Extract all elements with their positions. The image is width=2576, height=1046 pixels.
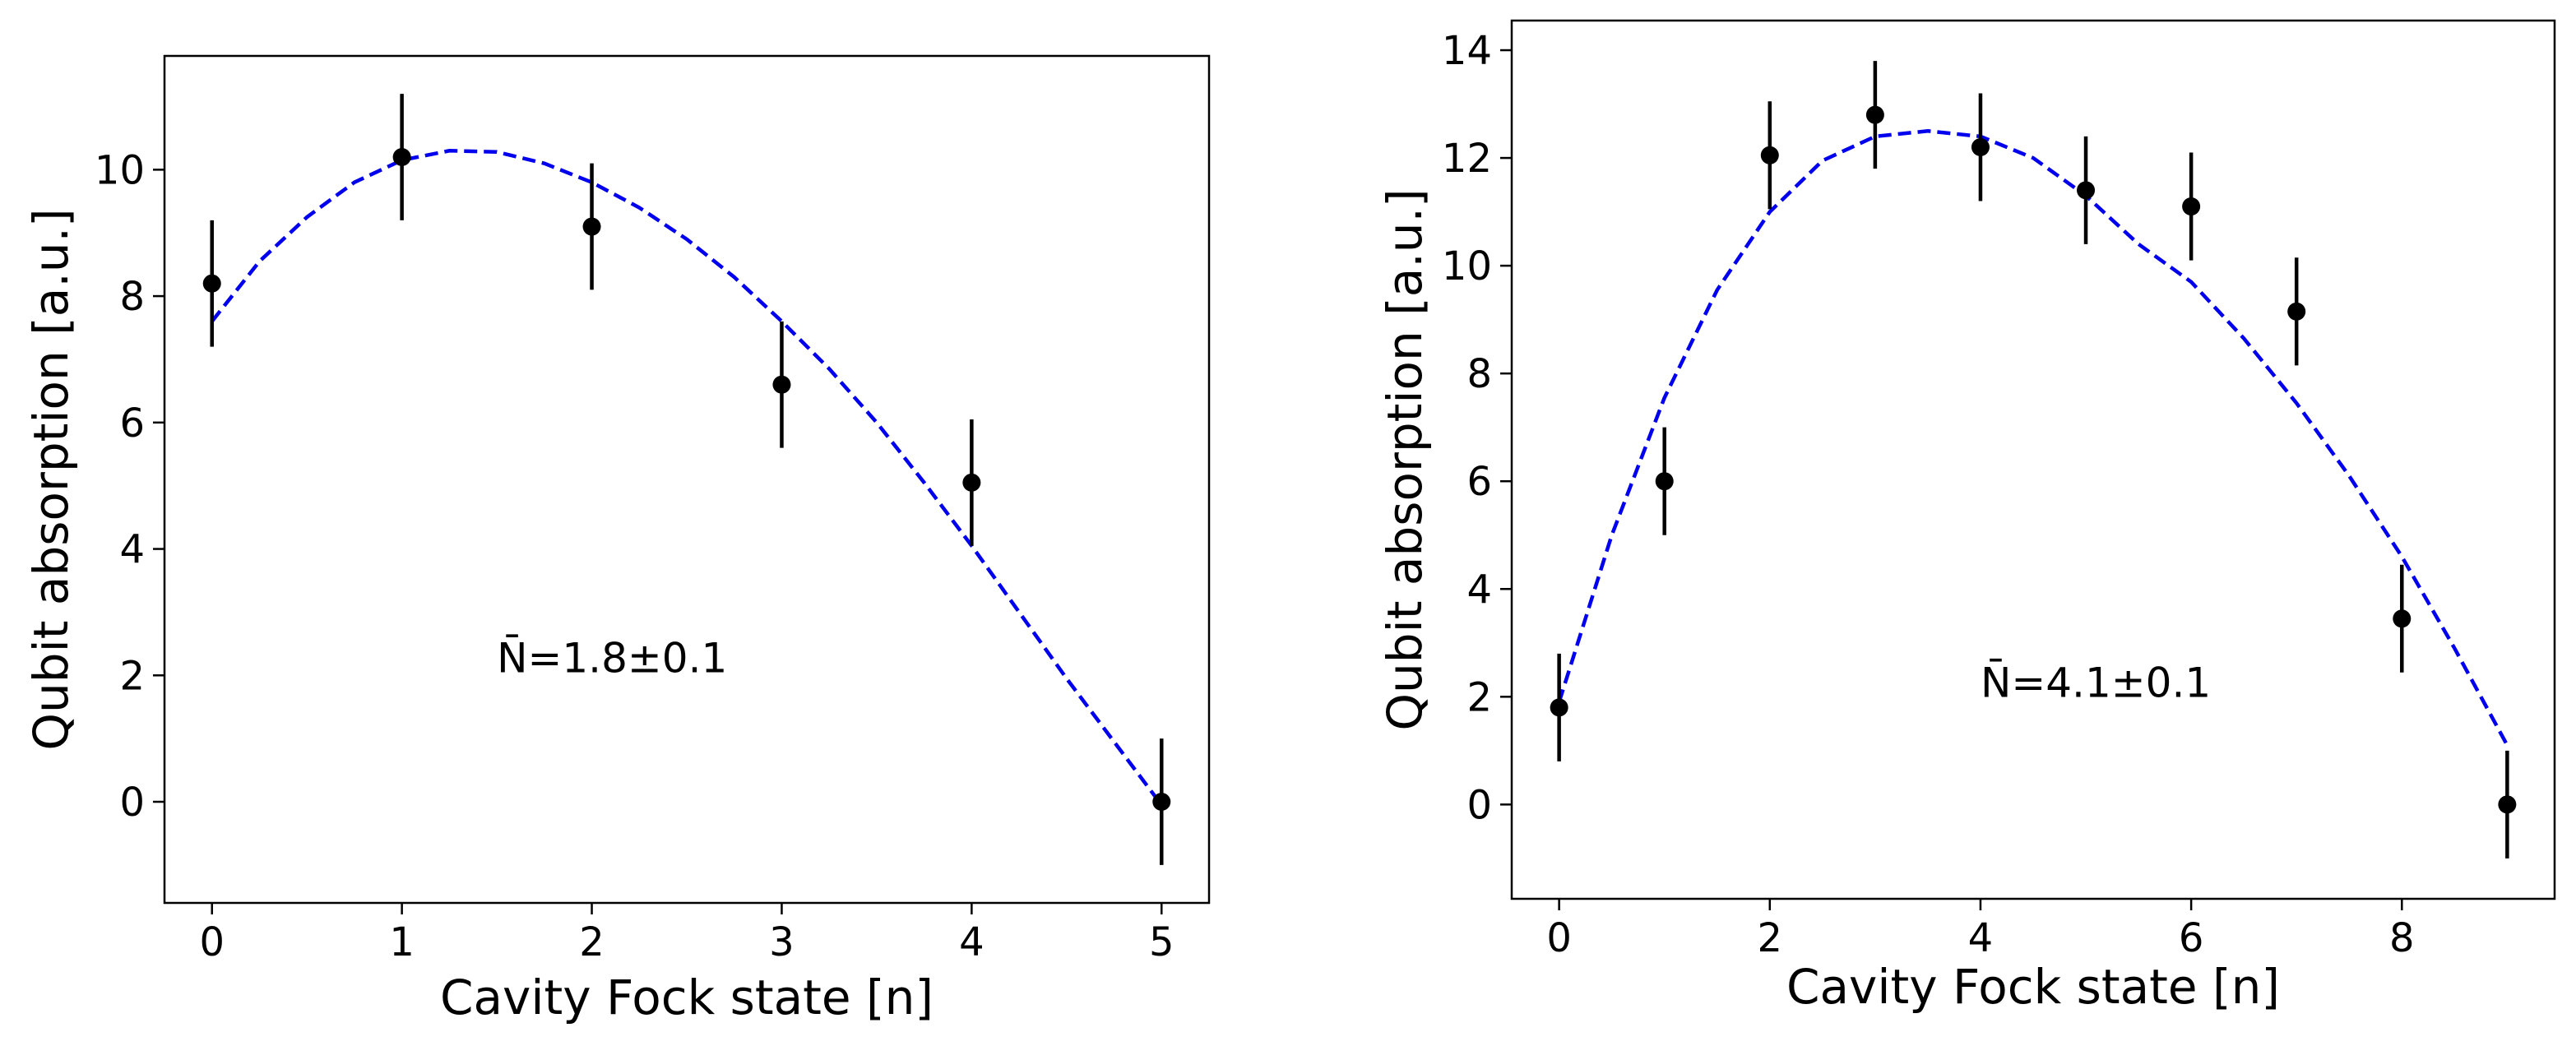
left-x-tick-label: 4 (959, 919, 985, 965)
left-data-point (582, 217, 601, 236)
left-y-axis-title: Qubit absorption [a.u.] (23, 208, 79, 750)
right-data-point (1760, 146, 1779, 164)
right-x-axis-title: Cavity Fock state [n] (1786, 959, 2280, 1015)
left-y-ticks: 0 2 4 6 8 10 (95, 147, 164, 826)
right-y-ticks: 0 2 4 6 8 10 12 14 (1442, 28, 1512, 828)
right-data-points-group (1550, 61, 2517, 859)
left-y-tick-label: 8 (119, 274, 145, 320)
left-x-axis-title: Cavity Fock state [n] (440, 970, 934, 1025)
right-plot-frame (1510, 19, 2556, 900)
left-fit-curve-group (210, 149, 1164, 807)
left-y-tick-label: 6 (119, 400, 145, 447)
right-x-tick-label: 2 (1758, 915, 1783, 961)
left-y-tick-label: 4 (119, 527, 145, 573)
right-fit-curve (1557, 129, 2509, 747)
right-data-point (2393, 609, 2412, 628)
left-chart: 0 1 2 3 4 5 0 2 4 6 8 10 N̄=1.8±0.1 Cavity Fock st… (23, 54, 1211, 1025)
left-y-tick-label: 2 (119, 653, 145, 699)
right-y-tick-label: 6 (1466, 459, 1492, 505)
right-x-tick-label: 6 (2179, 915, 2204, 961)
left-data-point (392, 147, 411, 166)
right-x-tick-label: 4 (1968, 915, 1994, 961)
left-x-tick-label: 5 (1149, 919, 1174, 965)
left-y-tick-label: 0 (119, 780, 145, 826)
left-x-tick-label: 2 (579, 919, 605, 965)
right-data-point (1971, 137, 1990, 156)
left-fit-curve (210, 149, 1164, 807)
right-annotation: N̄=4.1±0.1 (1981, 658, 2211, 706)
right-data-point (2287, 302, 2306, 321)
right-data-point (1655, 472, 1674, 491)
right-data-point (2498, 795, 2517, 814)
left-data-point (202, 274, 221, 293)
left-x-ticks: 0 1 2 3 4 5 (199, 903, 1174, 965)
left-annotation: N̄=1.8±0.1 (497, 633, 727, 682)
right-y-tick-label: 10 (1442, 243, 1492, 289)
right-data-point (2182, 197, 2201, 216)
left-x-tick-label: 0 (199, 919, 225, 965)
left-data-point (772, 375, 791, 394)
left-y-tick-label: 10 (95, 147, 145, 193)
right-x-tick-label: 8 (2389, 915, 2415, 961)
right-y-tick-label: 4 (1466, 567, 1492, 613)
left-plot-frame (163, 54, 1211, 905)
right-y-tick-label: 12 (1442, 136, 1492, 182)
right-fit-curve-group (1557, 129, 2509, 747)
right-y-axis-title: Qubit absorption [a.u.] (1377, 188, 1433, 730)
left-x-tick-label: 1 (389, 919, 415, 965)
right-x-ticks: 0 2 4 6 8 (1546, 899, 2415, 961)
right-chart: 0 2 4 6 8 0 2 4 6 8 10 12 14 N̄=4.1±0.1 Cavity Fock… (1377, 19, 2556, 1015)
right-data-point (2077, 181, 2096, 200)
left-data-point (1152, 793, 1171, 812)
right-y-tick-label: 0 (1466, 782, 1492, 828)
right-x-tick-label: 0 (1546, 915, 1572, 961)
right-y-tick-label: 14 (1442, 28, 1492, 74)
left-x-tick-label: 3 (769, 919, 795, 965)
right-y-tick-label: 8 (1466, 351, 1492, 397)
left-data-points-group (202, 94, 1171, 865)
right-y-tick-label: 2 (1466, 674, 1492, 720)
right-data-point (1550, 698, 1568, 717)
right-data-point (1865, 105, 1884, 124)
left-data-point (962, 473, 981, 492)
